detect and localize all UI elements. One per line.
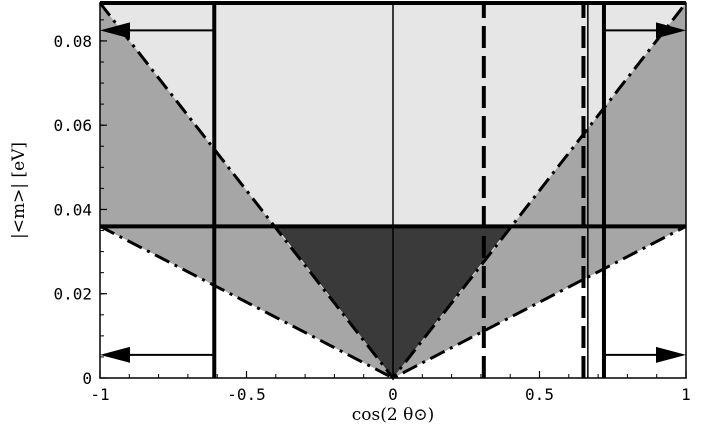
y-tick-label: 0 [82, 369, 92, 388]
y-tick-label: 0.02 [53, 285, 92, 304]
y-tick-label: 0.08 [53, 32, 92, 51]
x-tick-label: 0 [388, 385, 398, 404]
y-axis-ticks: 0 0.02 0.04 0.06 0.08 [53, 19, 107, 388]
y-tick-label: 0.06 [53, 116, 92, 135]
y-tick-label: 0.04 [53, 200, 92, 219]
x-tick-label: 1 [681, 385, 691, 404]
x-axis-ticks: -1 -0.5 0 0.5 1 [90, 371, 691, 404]
vertical-lines [212, 3, 606, 378]
arrows [100, 22, 686, 363]
x-tick-label: 0.5 [525, 385, 554, 404]
x-tick-label: -0.5 [227, 385, 266, 404]
x-tick-label: -1 [90, 385, 109, 404]
arrow-head [656, 22, 686, 39]
arrow-head [100, 346, 130, 363]
arrow-head [100, 22, 130, 39]
x-axis-label: cos(2 θ⊙) [352, 405, 434, 425]
y-axis-label: |<m>| [eV] [9, 142, 29, 239]
arrow-head [656, 346, 686, 363]
